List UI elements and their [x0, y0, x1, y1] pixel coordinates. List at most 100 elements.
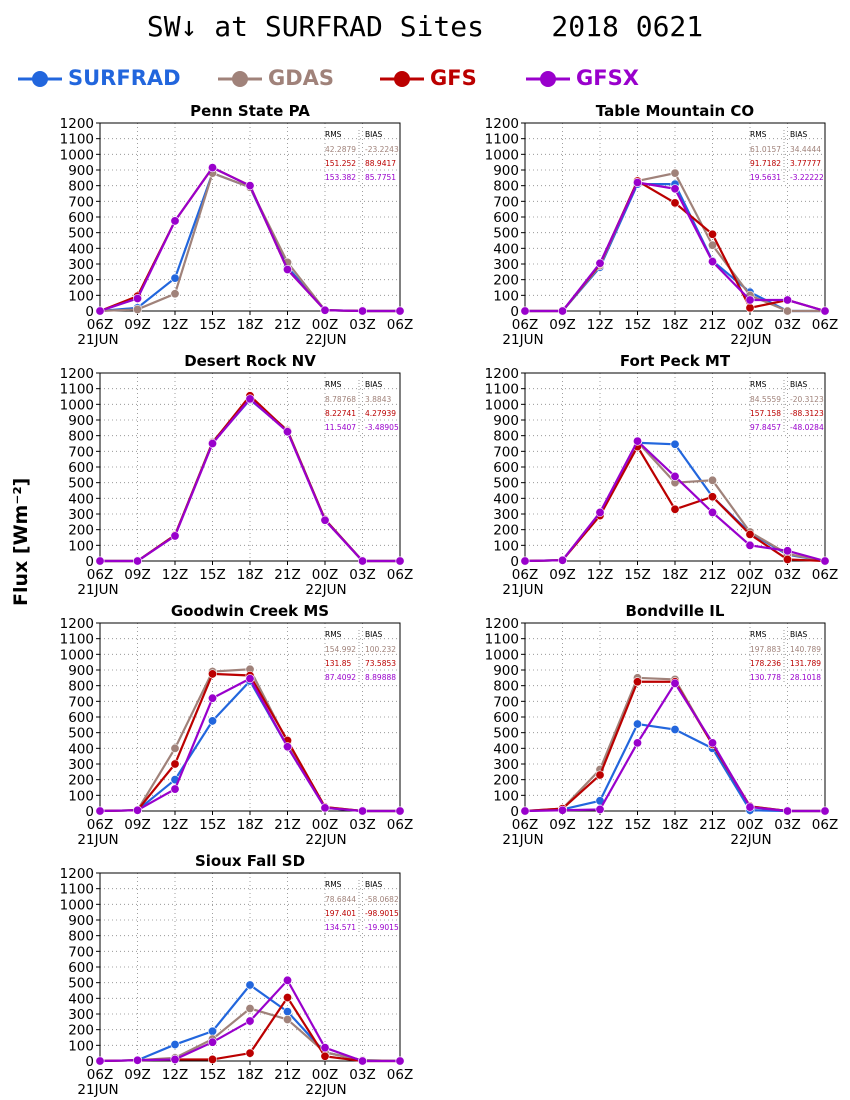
stats-header-rms: RMS	[325, 380, 342, 389]
x-tick-label: 12Z	[587, 817, 613, 833]
series-line-gdas	[99, 171, 400, 313]
point-surfrad	[208, 716, 218, 726]
y-tick-label: 900	[493, 163, 519, 179]
x-tick-label: 06Z	[87, 317, 113, 333]
y-tick-label: 800	[493, 429, 519, 445]
point-gfsx	[208, 693, 218, 703]
point-gfsx	[170, 784, 180, 794]
stats-bias-gdas: 140.789	[790, 645, 821, 654]
point-gfs	[707, 492, 717, 502]
point-gfsx	[133, 293, 143, 303]
y-tick-label: 800	[68, 929, 94, 945]
stats-bias-gfsx: 28.1018	[790, 673, 821, 682]
y-tick-label: 300	[493, 757, 519, 773]
y-tick-label: 0	[85, 554, 94, 570]
point-gfsx	[357, 306, 367, 316]
x-tick-label: 18Z	[237, 317, 263, 333]
y-tick-label: 1200	[485, 616, 519, 632]
y-tick-label: 800	[68, 429, 94, 445]
stats-bias-gdas: -58.0682	[365, 895, 399, 904]
panel-title: Penn State PA	[190, 102, 310, 120]
y-tick-label: 400	[68, 741, 94, 757]
x-tick-label: 06Z	[387, 1067, 413, 1083]
x-tick-label: 12Z	[587, 567, 613, 583]
y-tick-label: 100	[68, 788, 94, 804]
panel-sioux-fall-sd: Sioux Fall SD 010020030040050060070080090…	[60, 852, 414, 1098]
point-gfsx	[632, 178, 642, 188]
stats-rms-gfs: 8.22741	[325, 409, 356, 418]
point-gfsx	[320, 803, 330, 813]
stats-bias-gfs: -88.3123	[790, 409, 824, 418]
point-gfsx	[782, 295, 792, 305]
point-gfs	[170, 759, 180, 769]
point-gfsx	[557, 306, 567, 316]
x-tick-label: 21Z	[274, 1067, 300, 1083]
x-tick-label: 21Z	[274, 817, 300, 833]
y-tick-label: 1000	[485, 397, 519, 413]
x-tick-label: 18Z	[237, 567, 263, 583]
y-tick-label: 100	[493, 288, 519, 304]
x-tick-label: 18Z	[662, 567, 688, 583]
stats-header-bias: BIAS	[790, 380, 807, 389]
x-tick-label: 06Z	[812, 317, 838, 333]
x-tick-label: 03Z	[349, 817, 375, 833]
date-label: 21JUN	[77, 582, 118, 598]
point-gfsx	[520, 556, 530, 566]
stats-header-bias: BIAS	[365, 630, 382, 639]
x-tick-label: 12Z	[162, 817, 188, 833]
x-tick-label: 09Z	[124, 567, 150, 583]
y-tick-label: 700	[493, 694, 519, 710]
stats-rms-gfsx: 97.8457	[750, 423, 781, 432]
panel-table-mountain-co: Table Mountain CO 01002003004005006007008…	[485, 102, 839, 348]
x-tick-label: 15Z	[199, 317, 225, 333]
point-surfrad	[170, 1040, 180, 1050]
y-tick-label: 1200	[60, 366, 94, 382]
panel-goodwin-creek-ms: Goodwin Creek MS 010020030040050060070080…	[60, 602, 414, 848]
y-tick-label: 400	[493, 741, 519, 757]
x-tick-label: 21Z	[274, 317, 300, 333]
stats-header-bias: BIAS	[365, 130, 382, 139]
stats-bias-gdas: 3.8843	[365, 395, 391, 404]
panel-title: Desert Rock NV	[184, 352, 316, 370]
date-label: 22JUN	[305, 832, 346, 848]
series-line-gfs	[524, 444, 826, 563]
point-gfs	[320, 1051, 330, 1061]
x-tick-label: 15Z	[199, 567, 225, 583]
point-gfsx	[595, 507, 605, 517]
y-tick-label: 800	[68, 179, 94, 195]
y-tick-label: 200	[68, 523, 94, 539]
y-tick-label: 400	[68, 241, 94, 257]
point-gfsx	[357, 556, 367, 566]
point-gdas	[282, 1014, 292, 1024]
stats-header-bias: BIAS	[790, 130, 807, 139]
x-tick-label: 06Z	[87, 817, 113, 833]
y-tick-label: 500	[68, 976, 94, 992]
x-tick-label: 21Z	[699, 567, 725, 583]
point-surfrad	[208, 1026, 218, 1036]
y-tick-label: 1200	[485, 116, 519, 132]
point-gfsx	[557, 555, 567, 565]
series-line-surfrad	[99, 171, 400, 313]
stats-bias-gfsx: 8.89888	[365, 673, 396, 682]
date-label: 21JUN	[77, 832, 118, 848]
x-tick-label: 12Z	[162, 317, 188, 333]
y-tick-label: 700	[68, 944, 94, 960]
point-gfsx	[95, 556, 105, 566]
y-tick-label: 900	[68, 663, 94, 679]
y-tick-label: 300	[68, 507, 94, 523]
x-tick-label: 00Z	[737, 317, 763, 333]
panel-penn-state-pa: Penn State PA 010020030040050060070080090…	[60, 102, 414, 348]
stats-header-rms: RMS	[325, 880, 342, 889]
stats-rms-gfsx: 153.382	[325, 173, 356, 182]
x-tick-label: 15Z	[624, 317, 650, 333]
point-gfsx	[282, 975, 292, 985]
y-tick-label: 1000	[60, 397, 94, 413]
point-gfsx	[520, 306, 530, 316]
x-tick-label: 15Z	[624, 567, 650, 583]
stats-header-bias: BIAS	[365, 380, 382, 389]
stats-bias-gdas: -20.3123	[790, 395, 824, 404]
x-tick-label: 09Z	[549, 817, 575, 833]
point-gfsx	[133, 1055, 143, 1065]
point-gfs	[282, 993, 292, 1003]
